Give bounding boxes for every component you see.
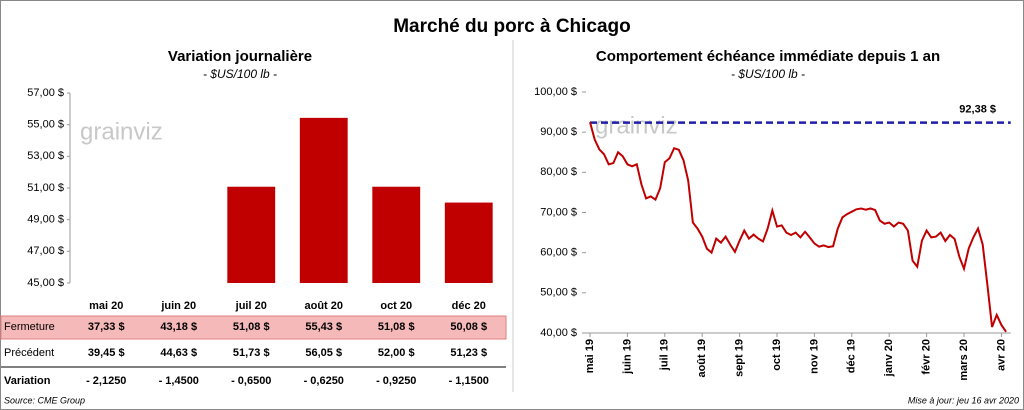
x-tick-label: oct 20 (380, 300, 412, 312)
table-cell: - 0,6250 (304, 375, 344, 387)
x-tick-label: sept 19 (734, 339, 746, 377)
value-label: 51,08 $ (233, 321, 270, 333)
watermark: grainviz (80, 118, 163, 145)
row-label: Précédent (4, 347, 54, 359)
y-tick-label: 57,00 $ (27, 87, 64, 99)
source: Source: CME Group (4, 395, 85, 405)
x-tick-label: juin 19 (621, 339, 633, 375)
y-tick-label: 53,00 $ (27, 150, 64, 162)
chart-subtitle: - $US/100 lb - (203, 67, 277, 81)
reference-label: 92,38 $ (959, 104, 996, 116)
y-tick-label: 90,00 $ (540, 126, 577, 138)
y-tick-label: 51,00 $ (27, 182, 64, 194)
value-label: 50,08 $ (450, 321, 487, 333)
table-cell: 51,23 $ (450, 347, 487, 359)
x-tick-label: févr 20 (921, 339, 933, 374)
y-tick-label: 49,00 $ (27, 214, 64, 226)
y-tick-label: 40,00 $ (540, 327, 577, 339)
table-cell: 39,45 $ (88, 347, 125, 359)
x-tick-label: mars 20 (958, 339, 970, 381)
bar (444, 202, 493, 283)
table-cell: - 0,9250 (376, 375, 416, 387)
table-cell: 51,73 $ (233, 347, 270, 359)
x-tick-label: juil 20 (235, 300, 267, 312)
table-cell: - 1,1500 (449, 375, 489, 387)
highlight-row (0, 315, 507, 340)
chart-subtitle: - $US/100 lb - (731, 67, 805, 81)
bar (372, 186, 421, 283)
x-tick-label: mai 19 (584, 339, 596, 373)
bar (227, 186, 276, 283)
value-label: 51,08 $ (378, 321, 415, 333)
y-tick-label: 45,00 $ (27, 277, 64, 289)
y-tick-label: 80,00 $ (540, 166, 577, 178)
y-tick-label: 60,00 $ (540, 247, 577, 259)
chart-title: Variation journalière (168, 48, 312, 65)
updated: Mise à jour: jeu 16 avr 2020 (908, 395, 1019, 405)
x-tick-label: avr 20 (995, 339, 1007, 371)
y-tick-label: 50,00 $ (540, 287, 577, 299)
table-cell: - 1,4500 (159, 375, 199, 387)
table-cell: - 2,1250 (86, 375, 126, 387)
page-title: Marché du porc à Chicago (393, 16, 631, 37)
chart-title: Comportement échéance immédiate depuis 1… (596, 48, 940, 65)
x-tick-label: nov 19 (808, 339, 820, 374)
value-label: 37,33 $ (88, 321, 125, 333)
watermark: grainviz (595, 112, 678, 139)
y-tick-label: 100,00 $ (534, 86, 577, 98)
x-tick-label: août 20 (304, 300, 343, 312)
x-tick-label: déc 20 (452, 300, 486, 312)
x-tick-label: mai 20 (89, 300, 123, 312)
y-tick-label: 55,00 $ (27, 119, 64, 131)
x-tick-label: juil 19 (659, 339, 671, 371)
bar (299, 117, 348, 283)
x-tick-label: déc 19 (846, 339, 858, 373)
table-cell: - 0,6500 (231, 375, 271, 387)
table-cell: 56,05 $ (305, 347, 342, 359)
y-tick-label: 47,00 $ (27, 245, 64, 257)
row-label: Fermeture (4, 321, 55, 333)
table-cell: 52,00 $ (378, 347, 415, 359)
x-tick-label: août 19 (696, 339, 708, 378)
bars (227, 117, 493, 283)
price-line (589, 121, 1007, 333)
table-cell: 44,63 $ (160, 347, 197, 359)
value-label: 43,18 $ (160, 321, 197, 333)
row-label: Variation (4, 375, 51, 387)
x-tick-label: janv 20 (883, 339, 895, 377)
value-label: 55,43 $ (305, 321, 342, 333)
y-tick-label: 70,00 $ (540, 206, 577, 218)
x-tick-label: juin 20 (160, 300, 196, 312)
x-tick-label: oct 19 (771, 339, 783, 371)
